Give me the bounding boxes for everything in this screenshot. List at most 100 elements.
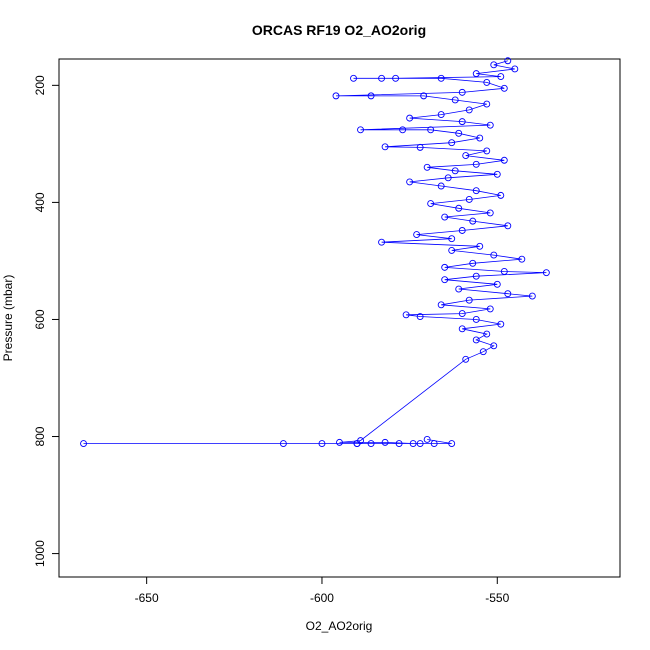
data-point	[423, 163, 431, 171]
x-tick-label: -550	[485, 591, 509, 605]
data-series	[80, 57, 550, 447]
data-point	[451, 96, 459, 104]
data-point	[483, 147, 491, 155]
data-point	[476, 242, 484, 250]
data-point	[458, 325, 466, 333]
data-point	[490, 61, 498, 69]
data-point	[465, 106, 473, 114]
data-point	[465, 196, 473, 203]
data-point	[332, 92, 340, 100]
data-point	[416, 440, 424, 447]
data-point	[353, 440, 361, 447]
data-point	[367, 440, 375, 447]
data-point	[483, 78, 491, 86]
data-point	[402, 311, 410, 319]
data-point	[493, 170, 501, 178]
data-point	[381, 438, 389, 446]
data-point	[462, 355, 470, 363]
data-point	[479, 348, 487, 356]
y-tick-label: 200	[33, 75, 47, 95]
data-point	[357, 126, 364, 134]
data-point	[472, 316, 480, 323]
data-point	[399, 126, 407, 134]
data-point	[416, 313, 424, 320]
data-point	[528, 292, 536, 300]
data-point	[490, 342, 498, 350]
data-point	[455, 204, 463, 212]
data-point	[458, 88, 466, 96]
data-point	[416, 143, 424, 151]
x-axis: -650 -600 -550	[135, 577, 510, 605]
data-point	[462, 152, 470, 160]
data-point	[483, 330, 491, 338]
data-point	[458, 227, 466, 234]
data-point	[80, 440, 87, 447]
data-point	[427, 126, 435, 134]
y-tick-label: 400	[33, 192, 47, 212]
data-point	[500, 156, 508, 164]
data-point	[472, 336, 480, 344]
data-point	[486, 121, 494, 129]
data-point	[451, 167, 459, 175]
data-point	[448, 235, 456, 243]
x-axis-label: O2_AO2orig	[306, 619, 373, 633]
data-point	[392, 74, 400, 82]
data-point	[437, 182, 445, 190]
data-point	[469, 259, 477, 267]
data-point	[486, 209, 494, 217]
data-point	[409, 440, 417, 447]
data-point	[490, 251, 498, 259]
data-point	[420, 92, 428, 100]
data-point	[318, 440, 326, 447]
data-point	[455, 285, 463, 293]
data-point	[500, 268, 508, 275]
data-point	[476, 134, 484, 142]
x-tick-label: -650	[135, 591, 159, 605]
data-point	[458, 310, 466, 318]
data-point	[497, 320, 505, 328]
data-point	[497, 191, 505, 199]
data-point	[441, 263, 449, 271]
data-point	[378, 74, 386, 82]
data-point	[518, 255, 526, 263]
data-point	[378, 238, 386, 246]
data-point	[504, 57, 512, 65]
data-point	[413, 231, 421, 239]
data-point	[448, 440, 456, 447]
data-point	[504, 222, 512, 230]
data-point	[497, 73, 505, 81]
data-point	[493, 280, 501, 288]
data-point	[430, 440, 438, 447]
data-point	[472, 187, 480, 195]
data-point	[441, 276, 449, 284]
data-point	[437, 301, 445, 309]
data-point	[472, 70, 480, 78]
data-point	[423, 436, 431, 443]
data-point	[448, 246, 456, 254]
y-tick-label: 800	[33, 426, 47, 446]
data-point	[350, 74, 357, 82]
data-point	[444, 174, 452, 182]
data-point	[469, 217, 477, 225]
data-point	[472, 272, 480, 280]
y-axis-label: Pressure (mbar)	[1, 275, 15, 362]
data-point	[441, 213, 449, 221]
plot-frame	[58, 58, 621, 578]
data-point	[486, 305, 494, 313]
data-point	[336, 438, 343, 446]
x-tick-label: -600	[310, 591, 334, 605]
data-point	[483, 100, 491, 108]
data-point	[500, 84, 508, 92]
y-tick-label: 600	[33, 309, 47, 329]
data-point	[437, 74, 445, 82]
data-point	[437, 111, 445, 119]
data-point	[542, 269, 550, 277]
data-point	[504, 290, 512, 298]
data-point	[472, 160, 480, 168]
data-point	[279, 440, 287, 447]
data-point	[381, 143, 389, 151]
y-tick-label: 1000	[33, 540, 47, 567]
data-point	[395, 440, 403, 447]
